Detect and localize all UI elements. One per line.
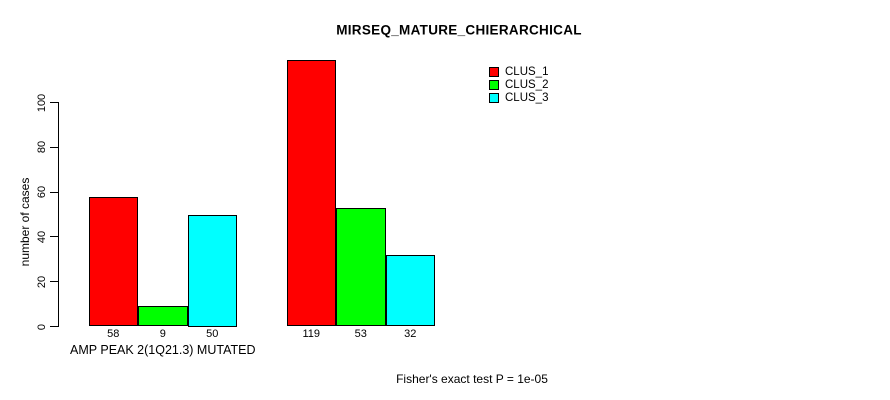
y-tick-label: 100: [36, 93, 48, 112]
fisher-test-annotation: Fisher's exact test P = 1e-05: [396, 372, 548, 386]
legend: CLUS_1 CLUS_2 CLUS_3: [489, 65, 548, 104]
bar: [138, 306, 188, 327]
y-tick-label: 40: [36, 230, 48, 244]
bar-value-label: 50: [206, 328, 219, 340]
bar: [336, 207, 386, 327]
y-tick-mark: [50, 146, 58, 148]
legend-label: CLUS_1: [505, 65, 549, 78]
y-tick-mark: [50, 281, 58, 283]
legend-swatch: [489, 66, 499, 77]
legend-swatch: [489, 79, 499, 90]
bar-value-label: 9: [159, 328, 166, 340]
y-tick-label: 80: [36, 141, 48, 154]
bar-value-label: 53: [354, 328, 367, 340]
legend-item: CLUS_3: [489, 91, 548, 104]
y-tick-mark: [50, 236, 58, 238]
y-tick-label: 60: [36, 185, 48, 199]
y-tick-label: 0: [36, 323, 48, 330]
legend-item: CLUS_2: [489, 78, 548, 91]
bar-value-label: 32: [404, 328, 417, 340]
legend-label: CLUS_2: [505, 78, 549, 91]
legend-label: CLUS_3: [505, 91, 549, 104]
y-axis-line: [58, 102, 59, 327]
y-tick-label: 20: [36, 275, 48, 288]
chart-title: MIRSEQ_MATURE_CHIERARCHICAL: [336, 22, 582, 38]
y-axis-label: number of cases: [18, 177, 32, 267]
legend-swatch: [489, 92, 499, 103]
y-tick-mark: [50, 191, 58, 193]
x-group-label: AMP PEAK 2(1Q21.3) MUTATED: [70, 343, 256, 357]
bar-value-label: 58: [107, 328, 120, 340]
bar: [187, 214, 237, 327]
y-tick-mark: [50, 102, 58, 103]
bar-value-label: 119: [302, 328, 321, 340]
bar: [88, 196, 138, 327]
bar: [385, 254, 435, 327]
y-tick-mark: [50, 326, 58, 327]
legend-item: CLUS_1: [489, 65, 548, 78]
bar: [286, 59, 336, 327]
